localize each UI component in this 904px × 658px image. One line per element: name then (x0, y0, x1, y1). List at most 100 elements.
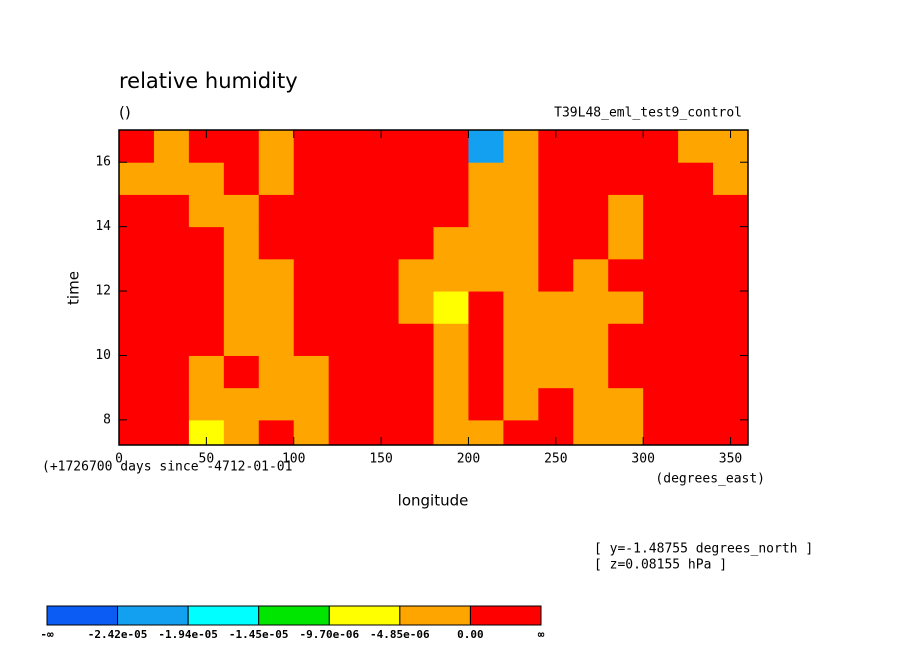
contour-cell (573, 291, 609, 324)
colorbar-box (117, 605, 189, 626)
contour-cell (258, 323, 295, 356)
contour-cell (153, 162, 190, 195)
x-tick-label: 200 (457, 452, 480, 467)
contour-cell (328, 387, 365, 421)
contour-cell (503, 355, 539, 389)
contour-cell (713, 194, 748, 228)
contour-cell (678, 162, 714, 195)
y-axis-label: time (65, 271, 83, 305)
contour-cell (328, 291, 365, 324)
contour-cell (293, 355, 330, 389)
contour-cell (223, 226, 260, 260)
contour-cell (608, 226, 644, 260)
contour-cell (188, 387, 225, 421)
contour-cell (398, 162, 434, 195)
contour-cell (573, 323, 609, 356)
contour-cell (608, 323, 644, 356)
contour-cell (398, 387, 434, 421)
contour-cell (433, 130, 469, 163)
contour-cell (119, 226, 155, 260)
contour-cell (433, 387, 469, 421)
contour-cell (363, 323, 400, 356)
colorbar-label: 0.00 (457, 628, 484, 641)
colorbar-label: -∞ (40, 628, 54, 641)
contour-cell (188, 226, 225, 260)
contour-cell (363, 355, 400, 389)
contour-cell (153, 258, 190, 292)
contour-cell (503, 194, 539, 228)
contour-cell (713, 162, 748, 195)
contour-cell (643, 194, 679, 228)
contour-cell (503, 130, 539, 163)
contour-cell (328, 130, 365, 163)
contour-cell (538, 258, 574, 292)
contour-cell (328, 162, 365, 195)
contour-cell (468, 162, 504, 195)
contour-cell (398, 291, 434, 324)
contour-cell (573, 130, 609, 163)
contour-cell (188, 194, 225, 228)
contour-cell (573, 355, 609, 389)
x-tick-label: 100 (282, 452, 305, 467)
contour-cell (119, 130, 155, 163)
time-origin: (+1726700 days since -4712-01-01 (42, 460, 292, 475)
contour-cell (538, 291, 574, 324)
plot-frame (118, 129, 749, 446)
y-tick-label: 8 (103, 412, 111, 427)
contour-cell (608, 419, 644, 445)
colorbar-label: -4.85e-06 (370, 628, 430, 641)
contour-cell (398, 419, 434, 445)
contour-cell (293, 258, 330, 292)
contour-cell (573, 387, 609, 421)
contour-cell (468, 226, 504, 260)
contour-cell (573, 226, 609, 260)
contour-cell (468, 387, 504, 421)
contour-cell (538, 226, 574, 260)
contour-cell (258, 162, 295, 195)
x-tick-label: 150 (369, 452, 392, 467)
contour-cell (258, 291, 295, 324)
contour-cell (643, 291, 679, 324)
dataset: T39L48_eml_test9_control (554, 106, 742, 121)
contour-cell (398, 226, 434, 260)
contour-cell (223, 162, 260, 195)
contour-cell (188, 419, 225, 445)
contour-cell (188, 162, 225, 195)
contour-cell (153, 355, 190, 389)
contour-cell (538, 419, 574, 445)
colorbar-box (258, 605, 330, 626)
contour-cell (223, 387, 260, 421)
contour-cell (293, 387, 330, 421)
contour-cell (258, 130, 295, 163)
contour-cell (713, 258, 748, 292)
contour-cell (328, 419, 365, 445)
contour-cell (119, 194, 155, 228)
contour-cell (503, 387, 539, 421)
contour-cell (608, 355, 644, 389)
contour-cell (398, 355, 434, 389)
contour-cell (713, 387, 748, 421)
contour-cell (468, 323, 504, 356)
contour-cell (363, 162, 400, 195)
x-tick-label: 350 (719, 452, 742, 467)
contour-cell (468, 130, 504, 163)
contour-cell (223, 419, 260, 445)
x-tick-label: 50 (199, 452, 215, 467)
contour-cell (363, 258, 400, 292)
contour-cell (119, 258, 155, 292)
contour-cell (643, 162, 679, 195)
note: [ z=0.08155 hPa ] (594, 558, 727, 573)
units: () (119, 104, 131, 122)
contour-cell (678, 130, 714, 163)
contour-cell (433, 291, 469, 324)
contour-cell (188, 355, 225, 389)
contour-cell (713, 291, 748, 324)
contour-cell (153, 194, 190, 228)
contour-cell (398, 323, 434, 356)
colorbar-box (46, 605, 119, 626)
contour-cell (468, 355, 504, 389)
contour-cell (713, 419, 748, 445)
colorbar-label: -1.45e-05 (229, 628, 289, 641)
contour-cell (538, 355, 574, 389)
contour-cell (398, 258, 434, 292)
